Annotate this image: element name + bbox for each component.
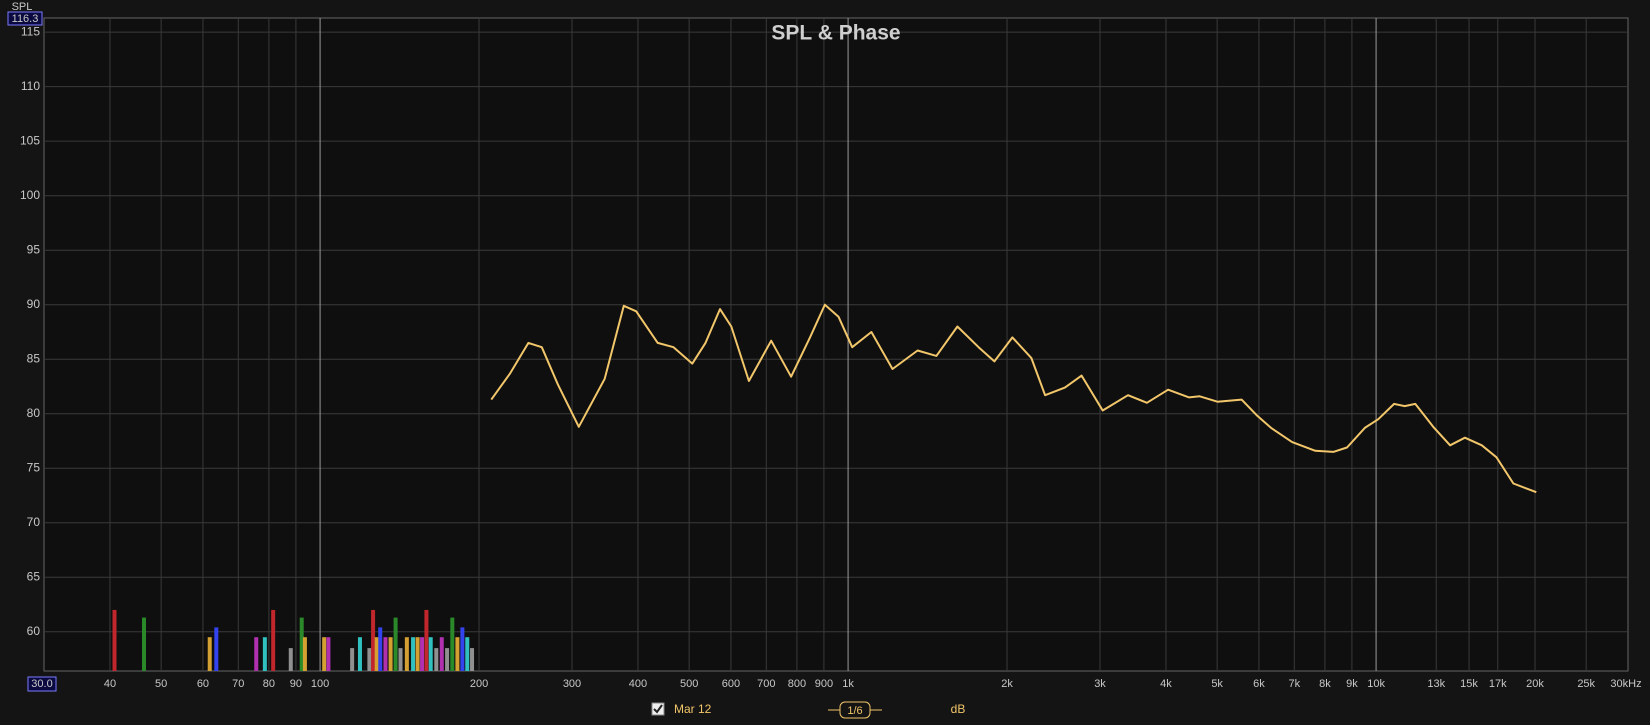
mode-bar xyxy=(470,648,475,671)
smoothing-box[interactable] xyxy=(839,701,871,719)
x-tick-label: 800 xyxy=(788,678,806,690)
spl-line xyxy=(490,303,1537,494)
mode-bar xyxy=(411,637,416,671)
x-tick-label: 10k xyxy=(1367,678,1385,690)
y-tick-label: 95 xyxy=(27,242,41,256)
y-axis-label: SPL xyxy=(12,1,33,13)
plot-area xyxy=(43,17,1629,672)
x-tick-label: 7k xyxy=(1288,678,1300,690)
x-tick-label: 6k xyxy=(1253,678,1265,690)
x-tick-label: 400 xyxy=(629,678,647,690)
x-tick-label: 13k xyxy=(1427,678,1445,690)
y-tick-label: 60 xyxy=(27,624,41,638)
chart-title: SPL & Phase xyxy=(771,22,900,45)
x-tick-label: 9k xyxy=(1346,678,1358,690)
mode-bar xyxy=(434,648,439,671)
x-tick-label: 40 xyxy=(104,678,116,690)
mode-bar xyxy=(207,637,212,671)
x-tick-label: 1k xyxy=(842,678,854,690)
mode-bar xyxy=(450,617,455,671)
x-tick-label: 500 xyxy=(680,678,698,690)
x-tick-label: 20k xyxy=(1526,678,1544,690)
marks xyxy=(112,303,1537,671)
checkmark xyxy=(653,704,663,714)
mode-bar xyxy=(288,648,293,671)
mode-bar xyxy=(445,648,450,671)
x-tick-label: 30.0 xyxy=(31,678,52,690)
y-tick-label: 75 xyxy=(27,460,41,474)
mode-bar xyxy=(378,627,383,671)
mode-bar xyxy=(439,637,444,671)
y-tick-label: 115 xyxy=(21,24,40,38)
mode-bar xyxy=(393,617,398,671)
mode-bar xyxy=(214,627,219,671)
x-min-box xyxy=(27,676,57,692)
x-tick-label: 700 xyxy=(757,678,775,690)
units[interactable]: dB xyxy=(951,702,966,716)
mode-bar xyxy=(420,637,425,671)
mode-bar xyxy=(367,648,372,671)
x-tick-label: 200 xyxy=(470,678,488,690)
y-max-box[interactable] xyxy=(7,11,43,26)
mode-bar xyxy=(465,637,470,671)
x-tick-label: 15k xyxy=(1460,678,1478,690)
x-tick-label: 5k xyxy=(1211,678,1223,690)
x-tick-label: 900 xyxy=(815,678,833,690)
x-tick-label: 30kHz xyxy=(1610,678,1641,690)
x-tick-label: 25k xyxy=(1577,678,1595,690)
mode-bar xyxy=(299,617,304,671)
mode-bar xyxy=(302,637,307,671)
mode-bar xyxy=(271,609,276,671)
mode-bar xyxy=(254,637,259,671)
x-tick-label: 300 xyxy=(563,678,581,690)
y-tick-label: 90 xyxy=(27,297,41,311)
y-tick-label: 85 xyxy=(27,351,41,365)
mode-bar xyxy=(428,637,433,671)
mode-bar xyxy=(374,637,379,671)
mode-bar xyxy=(371,609,376,671)
y-tick-label: 70 xyxy=(27,515,41,529)
y-tick-label: 100 xyxy=(20,188,40,202)
mode-bar xyxy=(357,637,362,671)
x-tick-label: 90 xyxy=(290,678,302,690)
y-tick-label: 105 xyxy=(20,133,40,147)
grid xyxy=(44,18,1628,671)
y-tick-label: 65 xyxy=(27,569,41,583)
x-tick-label: 70 xyxy=(232,678,244,690)
mode-bar xyxy=(398,648,403,671)
mode-bar xyxy=(322,637,327,671)
x-tick-label: 60 xyxy=(197,678,209,690)
mode-bar xyxy=(350,648,355,671)
mode-bar xyxy=(404,637,409,671)
y-max-readout[interactable]: 116.3 xyxy=(12,13,39,25)
x-tick-label: 8k xyxy=(1319,678,1331,690)
mode-bar xyxy=(424,609,429,671)
x-tick-label: 80 xyxy=(263,678,275,690)
x-tick-label: 50 xyxy=(155,678,167,690)
mode-bar xyxy=(112,609,117,671)
mode-bar xyxy=(326,637,331,671)
y-tick-label: 80 xyxy=(27,406,41,420)
mode-bar xyxy=(388,637,393,671)
x-tick-label: 4k xyxy=(1160,678,1172,690)
y-tick-label: 110 xyxy=(21,79,40,93)
x-tick-label: 2k xyxy=(1001,678,1013,690)
x-tick-label: 600 xyxy=(722,678,740,690)
x-tick-label: 17k xyxy=(1489,678,1507,690)
mode-bar xyxy=(262,637,267,671)
legend-entry[interactable]: Mar 12 xyxy=(674,702,712,716)
smoothing[interactable]: 1/6 xyxy=(847,705,862,717)
mode-bar xyxy=(383,637,388,671)
mode-bar xyxy=(455,637,460,671)
x-tick-label: 3k xyxy=(1094,678,1106,690)
mode-bar xyxy=(460,627,465,671)
mode-bar xyxy=(142,617,147,671)
mode-bar xyxy=(415,637,420,671)
x-tick-label: 100 xyxy=(311,678,329,690)
